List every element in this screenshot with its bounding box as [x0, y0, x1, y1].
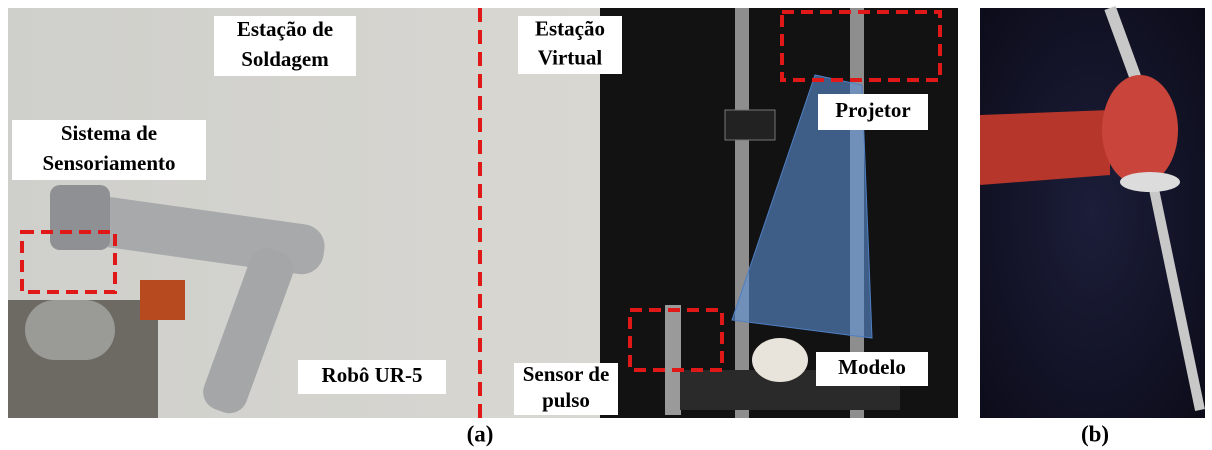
- model: [752, 338, 808, 382]
- label-text: pulso: [542, 388, 590, 412]
- label-text: Robô UR-5: [322, 363, 423, 387]
- caption: (b): [1081, 421, 1109, 446]
- sensor-post: [665, 305, 681, 415]
- red-sleeve: [980, 110, 1110, 185]
- frame-post: [735, 8, 749, 418]
- camera: [725, 110, 775, 140]
- label-text: Soldagem: [241, 47, 329, 71]
- collar: [1120, 172, 1180, 192]
- controller: [140, 280, 185, 320]
- label-text: Sensoriamento: [43, 151, 176, 175]
- label-text: Estação de: [237, 17, 333, 41]
- label-text: Sistema de: [61, 121, 157, 145]
- label-text: Modelo: [838, 355, 906, 379]
- background: [980, 8, 1205, 418]
- robot-wrist: [50, 185, 110, 250]
- label-text: Sensor de: [523, 362, 610, 386]
- figure: Estação de Soldagem Estação Virtual Sistema …: [0, 0, 1212, 450]
- label-text: Virtual: [538, 45, 603, 69]
- photo-b: [980, 8, 1205, 418]
- page: Estação de Soldagem Estação Virtual Sistema …: [0, 0, 1212, 450]
- pipe: [25, 300, 115, 360]
- label-text: Projetor: [835, 98, 910, 122]
- label-text: Estação: [535, 16, 605, 40]
- caption: (a): [467, 421, 494, 446]
- red-joint: [1102, 75, 1178, 185]
- photo-a: [8, 8, 958, 418]
